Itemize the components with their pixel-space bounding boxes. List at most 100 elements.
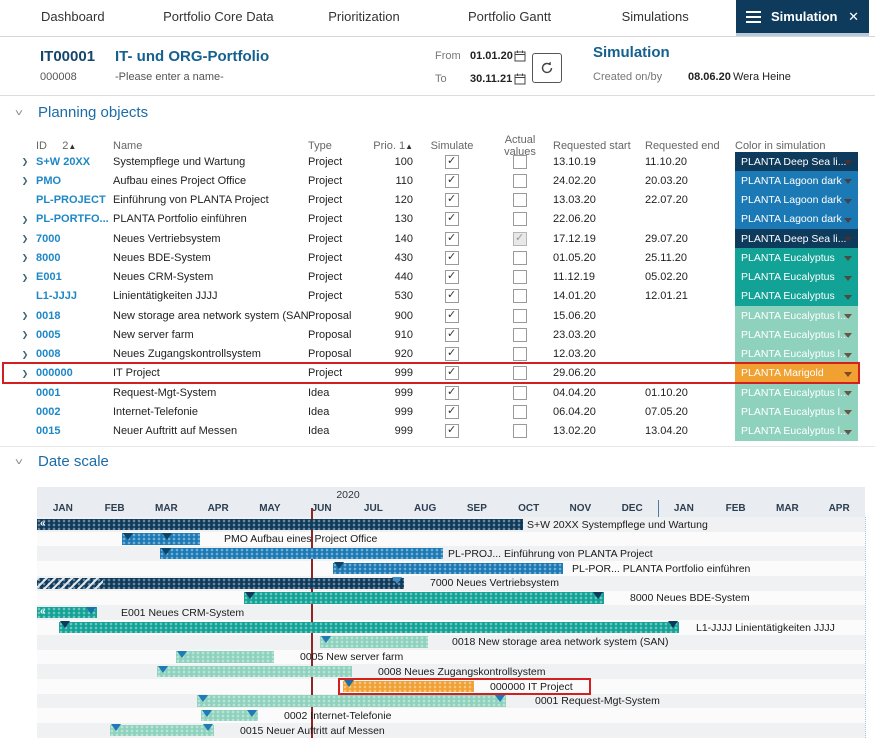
gantt-milestone-icon[interactable] xyxy=(86,607,96,614)
calendar-icon-to[interactable] xyxy=(514,72,526,84)
gantt-milestone-icon[interactable] xyxy=(392,577,402,584)
expand-icon[interactable]: ❯ xyxy=(14,157,36,166)
tab-simulation-active[interactable]: Simulation ✕ xyxy=(736,0,869,33)
gantt-bar[interactable] xyxy=(343,681,474,692)
nav-item-portfolio-gantt[interactable]: Portfolio Gantt xyxy=(437,0,583,33)
table-row[interactable]: ❯E001Neues CRM-SystemProject44011.12.190… xyxy=(14,268,858,287)
color-dropdown[interactable]: PLANTA Eucalyptus l... xyxy=(735,383,858,402)
gantt-bar[interactable] xyxy=(333,563,563,574)
color-dropdown[interactable]: PLANTA Lagoon dark xyxy=(735,171,858,190)
table-row[interactable]: ❯PL-PORTFO...PLANTA Portfolio einführenP… xyxy=(14,210,858,229)
gantt-bar[interactable] xyxy=(122,533,200,544)
actual-values-checkbox[interactable] xyxy=(513,386,527,400)
color-dropdown[interactable]: PLANTA Eucalyptus xyxy=(735,287,858,306)
calendar-icon-from[interactable] xyxy=(514,49,526,61)
simulate-checkbox[interactable] xyxy=(445,309,459,323)
gantt-milestone-icon[interactable] xyxy=(202,710,212,717)
close-icon[interactable]: ✕ xyxy=(848,9,859,25)
table-row[interactable]: 0001Request-Mgt-SystemIdea99904.04.2001.… xyxy=(14,383,858,402)
portfolio-name-placeholder[interactable]: -Please enter a name- xyxy=(115,71,224,83)
simulate-checkbox[interactable] xyxy=(445,405,459,419)
col-simulate[interactable]: Simulate xyxy=(415,140,489,152)
color-dropdown[interactable]: PLANTA Lagoon dark xyxy=(735,210,858,229)
gantt-milestone-icon[interactable] xyxy=(344,680,354,687)
col-requested-end[interactable]: Requested end xyxy=(643,140,735,152)
color-dropdown[interactable]: PLANTA Deep Sea li... xyxy=(735,229,858,248)
col-color[interactable]: Color in simulation xyxy=(735,140,858,152)
gantt-milestone-icon[interactable] xyxy=(177,651,187,658)
expand-icon[interactable]: ❯ xyxy=(14,350,36,359)
expand-icon[interactable]: ❯ xyxy=(14,273,36,282)
color-dropdown[interactable]: PLANTA Eucalyptus l... xyxy=(735,325,858,344)
gantt-bar[interactable] xyxy=(59,622,679,633)
expand-icon[interactable]: ❯ xyxy=(14,311,36,320)
gantt-milestone-icon[interactable] xyxy=(495,695,505,702)
actual-values-checkbox[interactable] xyxy=(513,289,527,303)
expand-icon[interactable]: ❯ xyxy=(14,253,36,262)
to-date-value[interactable]: 30.11.21 xyxy=(470,73,512,85)
expand-icon[interactable]: ❯ xyxy=(14,176,36,185)
table-row[interactable]: PL-PROJECTEinführung von PLANTA ProjectP… xyxy=(14,191,858,210)
gantt-bar[interactable] xyxy=(157,666,352,677)
actual-values-checkbox[interactable] xyxy=(513,347,527,361)
col-name[interactable]: Name xyxy=(113,140,308,152)
actual-values-checkbox[interactable] xyxy=(513,328,527,342)
gantt-bar[interactable] xyxy=(110,725,214,736)
gantt-bar[interactable] xyxy=(176,651,274,662)
nav-item-prioritization[interactable]: Prioritization xyxy=(291,0,437,33)
refresh-button[interactable] xyxy=(532,53,562,83)
table-row[interactable]: ❯0008Neues ZugangskontrollsystemProposal… xyxy=(14,345,858,364)
col-prio[interactable]: Prio. 1▲ xyxy=(370,140,415,152)
collapse-datescale-icon[interactable]: ˅ xyxy=(15,457,23,468)
gantt-milestone-icon[interactable] xyxy=(593,592,603,599)
collapse-planning-icon[interactable]: ˅ xyxy=(15,108,23,119)
gantt-milestone-icon[interactable] xyxy=(198,695,208,702)
gantt-milestone-icon[interactable] xyxy=(245,592,255,599)
actual-values-checkbox[interactable] xyxy=(513,309,527,323)
nav-item-simulations[interactable]: Simulations xyxy=(582,0,728,33)
table-row[interactable]: 0002Internet-TelefonieIdea99906.04.2007.… xyxy=(14,402,858,421)
gantt-bar[interactable] xyxy=(37,578,404,589)
simulate-checkbox[interactable] xyxy=(445,155,459,169)
expand-icon[interactable]: ❯ xyxy=(14,330,36,339)
gantt-bar[interactable]: « xyxy=(37,519,523,530)
nav-item-dashboard[interactable]: Dashboard xyxy=(0,0,146,33)
gantt-milestone-icon[interactable] xyxy=(161,548,171,555)
color-dropdown[interactable]: PLANTA Eucalyptus l... xyxy=(735,306,858,325)
actual-values-checkbox[interactable] xyxy=(513,193,527,207)
expand-icon[interactable]: ❯ xyxy=(14,369,36,378)
actual-values-checkbox[interactable] xyxy=(513,366,527,380)
gantt-milestone-icon[interactable] xyxy=(60,621,70,628)
table-row[interactable]: ❯PMOAufbau eines Project OfficeProject11… xyxy=(14,171,858,190)
gantt-milestone-icon[interactable] xyxy=(158,666,168,673)
table-row[interactable]: ❯S+W 20XXSystempflege und WartungProject… xyxy=(14,152,858,171)
expand-icon[interactable]: ❯ xyxy=(14,234,36,243)
gantt-milestone-icon[interactable] xyxy=(111,724,121,731)
simulate-checkbox[interactable] xyxy=(445,386,459,400)
gantt-milestone-icon[interactable] xyxy=(334,562,344,569)
simulate-checkbox[interactable] xyxy=(445,212,459,226)
color-dropdown[interactable]: PLANTA Eucalyptus l... xyxy=(735,422,858,441)
simulate-checkbox[interactable] xyxy=(445,270,459,284)
simulate-checkbox[interactable] xyxy=(445,174,459,188)
from-date-value[interactable]: 01.01.20 xyxy=(470,50,513,62)
table-row[interactable]: ❯0018New storage area network system (SA… xyxy=(14,306,858,325)
table-row[interactable]: ❯0005New server farmProposal91023.03.20P… xyxy=(14,325,858,344)
simulate-checkbox[interactable] xyxy=(445,289,459,303)
simulate-checkbox[interactable] xyxy=(445,251,459,265)
simulate-checkbox[interactable] xyxy=(445,328,459,342)
gantt-milestone-icon[interactable] xyxy=(203,724,213,731)
gantt-bar[interactable] xyxy=(320,636,428,647)
simulate-checkbox[interactable] xyxy=(445,424,459,438)
color-dropdown[interactable]: PLANTA Eucalyptus l... xyxy=(735,402,858,421)
actual-values-checkbox[interactable] xyxy=(513,405,527,419)
actual-values-checkbox[interactable] xyxy=(513,251,527,265)
hamburger-menu-icon[interactable] xyxy=(746,8,761,26)
simulate-checkbox[interactable] xyxy=(445,232,459,246)
col-requested-start[interactable]: Requested start xyxy=(551,140,643,152)
table-row[interactable]: ❯7000Neues VertriebsystemProject14017.12… xyxy=(14,229,858,248)
actual-values-checkbox[interactable] xyxy=(513,212,527,226)
gantt-milestone-icon[interactable] xyxy=(321,636,331,643)
color-dropdown[interactable]: PLANTA Eucalyptus xyxy=(735,268,858,287)
color-dropdown[interactable]: PLANTA Eucalyptus l... xyxy=(735,345,858,364)
